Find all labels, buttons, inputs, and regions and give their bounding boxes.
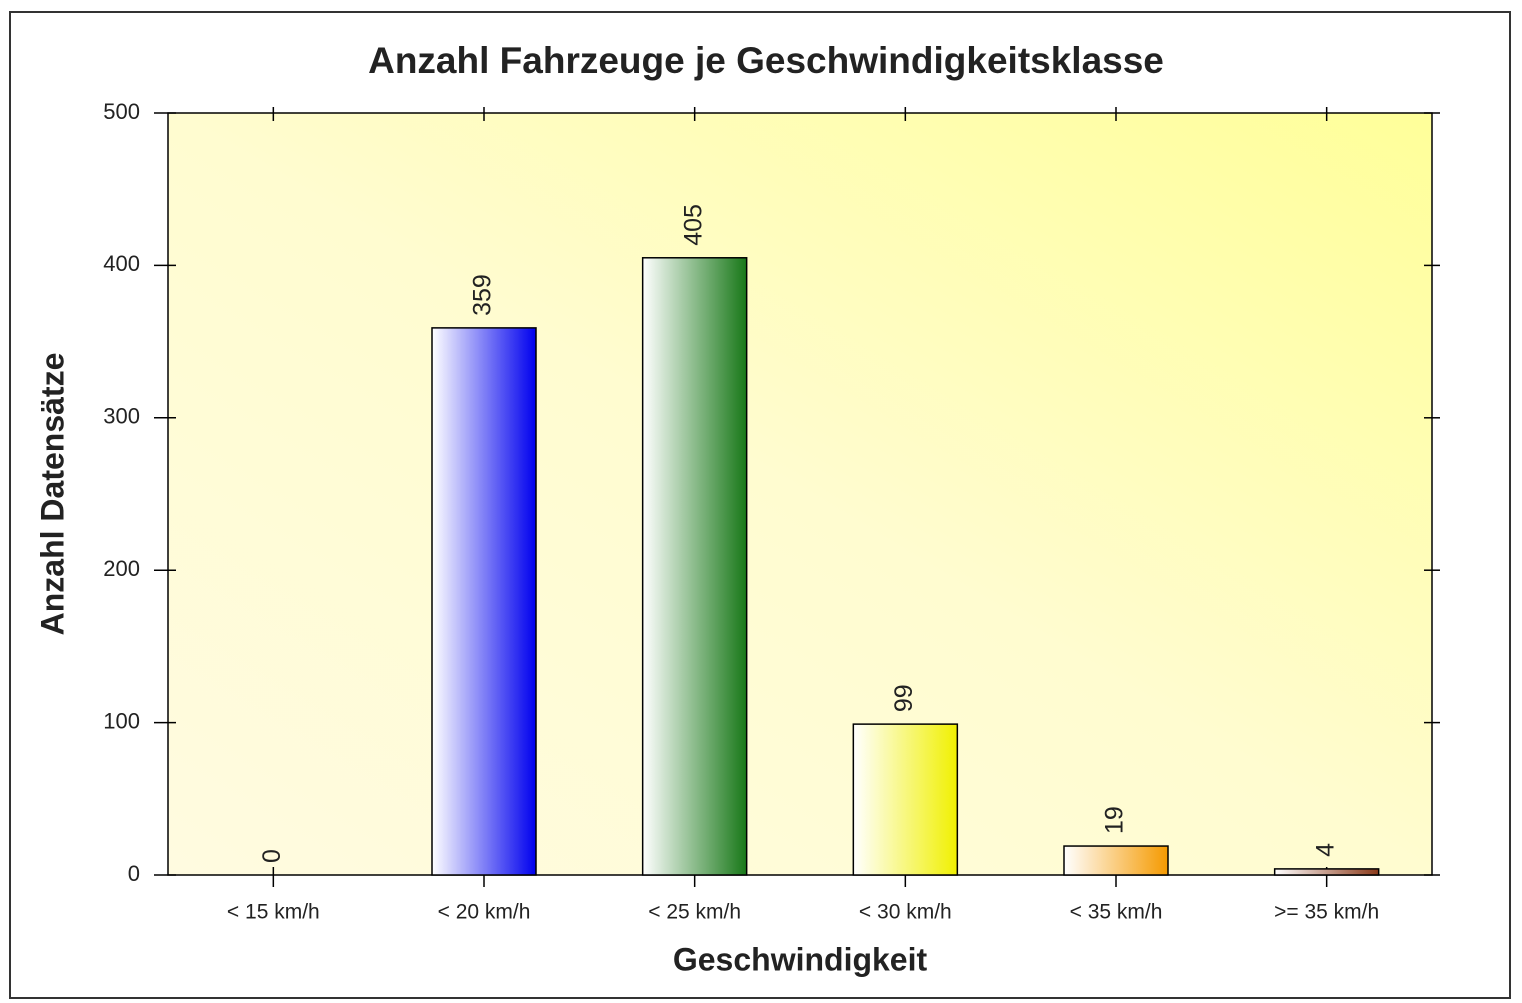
value-label: 359 bbox=[469, 274, 497, 316]
value-label: 0 bbox=[258, 849, 286, 863]
plot-area bbox=[167, 112, 1433, 876]
bar bbox=[852, 723, 959, 876]
value-label: 405 bbox=[679, 204, 707, 246]
y-tick-label: 100 bbox=[103, 708, 140, 733]
bar bbox=[431, 327, 537, 876]
x-tick-label: < 35 km/h bbox=[1070, 901, 1163, 924]
bar bbox=[1273, 868, 1380, 876]
chart-title: Anzahl Fahrzeuge je Geschwindigkeitsklas… bbox=[368, 40, 1164, 81]
x-tick-label: < 20 km/h bbox=[438, 901, 531, 924]
x-axis-title: Geschwindigkeit bbox=[673, 941, 928, 977]
bar bbox=[641, 257, 748, 876]
bar bbox=[1063, 845, 1169, 876]
y-tick-label: 400 bbox=[103, 251, 140, 276]
y-tick-label: 500 bbox=[103, 99, 140, 124]
y-tick-label: 0 bbox=[128, 861, 140, 886]
y-tick-label: 300 bbox=[103, 404, 140, 429]
x-tick-label: < 25 km/h bbox=[648, 901, 741, 924]
value-label: 19 bbox=[1101, 806, 1129, 834]
y-axis-title: Anzahl Datensätze bbox=[34, 353, 70, 636]
x-tick-label: < 30 km/h bbox=[859, 901, 952, 924]
x-tick-label: < 15 km/h bbox=[227, 901, 320, 924]
y-tick-label: 200 bbox=[103, 556, 140, 581]
x-tick-label: >= 35 km/h bbox=[1274, 901, 1379, 924]
value-label: 4 bbox=[1311, 843, 1339, 857]
value-label: 99 bbox=[890, 684, 918, 712]
